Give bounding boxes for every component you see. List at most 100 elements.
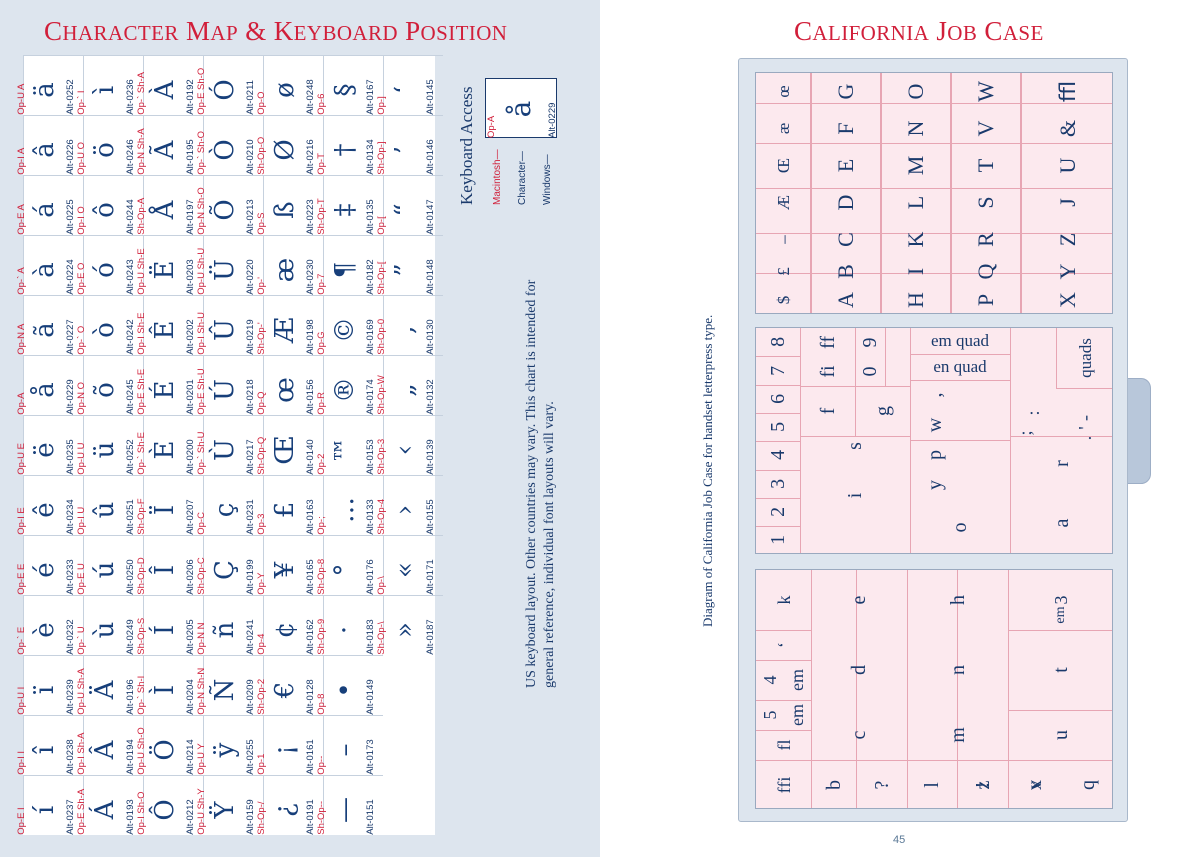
job-case-title-text: CALIFORNIA JOB CASE (794, 16, 1044, 46)
compartment-divider (756, 630, 811, 631)
type-label: b (823, 780, 845, 790)
compartment-divider (756, 469, 800, 471)
upper-case-compartment: & (1021, 110, 1112, 147)
lower-case-compartment: b (811, 760, 857, 808)
page-title-character-map: CHARACTER MAP & KEYBOARD POSITION (44, 16, 507, 47)
example-character: å (504, 100, 537, 118)
windows-keystroke: Alt-0202 (184, 319, 196, 355)
character-glyph: û (89, 501, 120, 519)
mac-keystroke: Op-G (315, 331, 327, 355)
upper-case-compartment: £ (756, 258, 811, 285)
char-cell: Op-] ‘ Alt-0145 (376, 55, 443, 115)
windows-keystroke: Alt-0224 (64, 259, 76, 295)
mac-keystroke: Op-` Sh-A (135, 71, 147, 115)
windows-keystroke: Alt-0200 (184, 439, 196, 475)
upper-case-compartment: N (881, 110, 951, 147)
type-label: O (903, 83, 928, 100)
character-glyph: Á (89, 800, 120, 820)
character-glyph: ä (29, 82, 60, 98)
type-label: fl (773, 739, 794, 751)
windows-keystroke: Alt-0198 (304, 319, 316, 355)
ligature-compartment: ff (800, 328, 855, 357)
char-cell: Op-A å Alt-0229 (16, 355, 83, 415)
example-windows-code: Alt-0229 (547, 102, 558, 138)
char-cell: Op-U Sh-A Ä Alt-0196 (76, 655, 143, 715)
mac-keystroke: Op-U Sh-Y (195, 788, 207, 835)
type-label: 4 (767, 450, 789, 461)
windows-keystroke: Alt-0236 (124, 79, 136, 115)
windows-keystroke: Alt-0171 (424, 559, 436, 595)
type-label: p (924, 450, 946, 460)
mac-keystroke: Op-Y (255, 572, 267, 595)
lower-case-section: k ‘4 em 5 em fl ffi e d c b? h n m l! 3 em t u v q z x (755, 569, 1113, 809)
character-glyph: ñ (209, 621, 240, 639)
char-cell: Sh-Op-S Í Alt-0205 (136, 595, 203, 655)
macintosh-label: Macintosh— (492, 149, 503, 205)
mac-keystroke: Op-' (255, 277, 267, 295)
mac-keystroke: Op-S (255, 212, 267, 235)
windows-keystroke: Alt-0133 (364, 499, 376, 535)
mac-keystroke: Op-` O (75, 325, 87, 355)
mac-keystroke: Op-U A (15, 83, 27, 115)
compartment-divider (810, 73, 812, 313)
upper-case-compartment: C (811, 221, 881, 258)
windows-keystroke: Alt-0187 (424, 619, 436, 655)
character-glyph: Ò (209, 139, 240, 161)
type-label: & (1054, 119, 1080, 138)
character-glyph: — (329, 797, 360, 823)
windows-keystroke: Alt-0231 (244, 499, 256, 535)
char-cell: Op-Q œ Alt-0156 (256, 355, 323, 415)
type-label: e (848, 595, 870, 605)
type-label: Z (1054, 232, 1080, 247)
windows-keystroke: Alt-0161 (304, 739, 316, 775)
windows-keystroke: Alt-0250 (124, 559, 136, 595)
type-label: R (973, 232, 998, 247)
windows-keystroke: Alt-0135 (364, 199, 376, 235)
compartment-divider (756, 143, 1112, 144)
mac-keystroke: Op-] (375, 96, 387, 115)
character-glyph: Ä (89, 680, 120, 700)
windows-keystroke: Alt-0132 (424, 379, 436, 415)
mac-keystroke: Op-U Sh-A (75, 668, 87, 715)
compartment-divider (756, 356, 800, 358)
char-cell: Sh-Op-3 ‹ Alt-0139 (376, 415, 443, 475)
upper-case-compartment: æ (756, 110, 811, 147)
mac-keystroke: Sh-Op-F (135, 498, 147, 535)
mac-keystroke: Op-E U (75, 563, 87, 595)
windows-keystroke: Alt-0241 (244, 619, 256, 655)
char-cell: Op-I Sh-A Â Alt-0194 (76, 715, 143, 775)
character-glyph: ï (29, 685, 60, 695)
compartment-divider (1056, 388, 1112, 389)
char-cell: Op-N Sh-A Ã Alt-0195 (136, 115, 203, 175)
mac-keystroke: Op-I Sh-O (135, 791, 147, 835)
upper-case-compartment: D (811, 184, 881, 221)
compartment-divider (957, 570, 958, 808)
upper-case-compartment: A (811, 285, 881, 313)
type-label: em (787, 704, 807, 726)
compartment-divider (756, 730, 811, 731)
lower-case-compartment: k (756, 570, 811, 630)
compartment-divider (855, 328, 856, 386)
windows-keystroke: Alt-0207 (184, 499, 196, 535)
mac-keystroke: Op-Q (255, 391, 267, 415)
char-cell: Op-R ® Alt-0174 (316, 355, 383, 415)
en-quad-compartment: en quad (933, 357, 987, 376)
windows-keystroke: Alt-0183 (364, 619, 376, 655)
mac-keystroke: Sh-Op-W (375, 375, 387, 415)
windows-keystroke: Alt-0238 (64, 739, 76, 775)
mac-keystroke: Op-6 (315, 93, 327, 115)
windows-keystroke: Alt-0199 (244, 559, 256, 595)
type-label: r (1051, 460, 1073, 467)
upper-case-compartment: B (811, 258, 881, 285)
character-glyph: ÿ (209, 742, 240, 758)
char-cell: Sh-Op-T ‡ Alt-0135 (316, 175, 383, 235)
type-label: c (848, 730, 870, 740)
windows-keystroke: Alt-0230 (304, 259, 316, 295)
character-glyph: ô (89, 202, 120, 218)
